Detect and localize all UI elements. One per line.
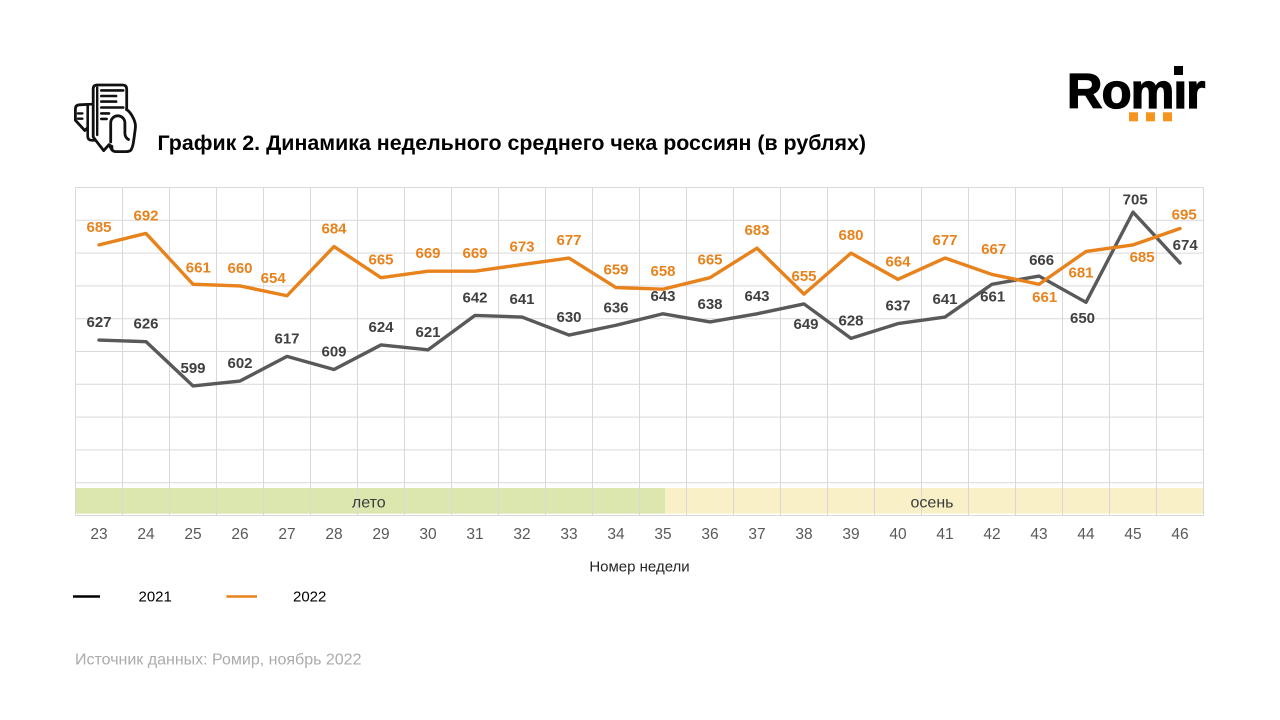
svg-text:658: 658 xyxy=(650,263,675,280)
svg-text:36: 36 xyxy=(701,526,718,543)
svg-text:681: 681 xyxy=(1068,264,1093,281)
svg-text:665: 665 xyxy=(368,252,393,269)
svg-text:32: 32 xyxy=(513,526,530,543)
svg-text:655: 655 xyxy=(791,268,816,285)
svg-text:664: 664 xyxy=(885,253,911,270)
svg-text:33: 33 xyxy=(560,526,577,543)
svg-text:23: 23 xyxy=(90,526,107,543)
svg-text:661: 661 xyxy=(980,289,1005,306)
svg-text:46: 46 xyxy=(1171,526,1188,543)
svg-text:705: 705 xyxy=(1123,191,1148,208)
svg-text:599: 599 xyxy=(180,360,205,377)
svg-text:654: 654 xyxy=(261,270,287,287)
svg-text:692: 692 xyxy=(133,207,158,224)
svg-text:650: 650 xyxy=(1070,310,1095,327)
svg-text:628: 628 xyxy=(838,312,863,329)
svg-text:38: 38 xyxy=(795,526,812,543)
svg-text:29: 29 xyxy=(372,526,389,543)
svg-text:677: 677 xyxy=(556,232,581,249)
svg-text:642: 642 xyxy=(462,289,487,306)
svg-text:45: 45 xyxy=(1124,526,1141,543)
svg-text:636: 636 xyxy=(603,299,628,316)
svg-text:График 2. Динамика недельного: График 2. Динамика недельного среднего ч… xyxy=(158,131,867,155)
svg-text:34: 34 xyxy=(607,526,625,543)
svg-text:669: 669 xyxy=(415,245,440,262)
svg-text:669: 669 xyxy=(462,245,487,262)
svg-text:661: 661 xyxy=(1032,289,1057,306)
svg-text:643: 643 xyxy=(744,288,769,305)
svg-text:659: 659 xyxy=(603,262,628,279)
svg-text:638: 638 xyxy=(697,296,722,313)
svg-text:624: 624 xyxy=(368,319,394,336)
svg-text:667: 667 xyxy=(981,241,1006,258)
svg-text:31: 31 xyxy=(466,526,483,543)
svg-text:27: 27 xyxy=(278,526,295,543)
svg-text:641: 641 xyxy=(932,291,957,308)
svg-text:28: 28 xyxy=(325,526,342,543)
svg-text:666: 666 xyxy=(1029,252,1054,269)
svg-text:лето: лето xyxy=(352,495,386,512)
svg-text:677: 677 xyxy=(932,232,957,249)
svg-text:665: 665 xyxy=(697,252,722,269)
svg-text:24: 24 xyxy=(137,526,155,543)
svg-text:630: 630 xyxy=(556,309,581,326)
svg-text:осень: осень xyxy=(911,495,954,512)
svg-text:Romır: Romır xyxy=(1067,65,1205,119)
svg-text:626: 626 xyxy=(133,316,158,333)
svg-text:Номер недели: Номер недели xyxy=(589,559,689,576)
svg-text:627: 627 xyxy=(86,314,111,331)
svg-text:684: 684 xyxy=(321,221,347,238)
svg-text:617: 617 xyxy=(274,330,299,347)
svg-text:643: 643 xyxy=(650,288,675,305)
svg-text:602: 602 xyxy=(227,355,252,372)
svg-text:674: 674 xyxy=(1173,237,1199,254)
svg-text:26: 26 xyxy=(231,526,248,543)
svg-text:637: 637 xyxy=(885,298,910,315)
svg-text:2021: 2021 xyxy=(139,589,172,606)
svg-text:25: 25 xyxy=(184,526,201,543)
svg-text:673: 673 xyxy=(509,239,534,256)
svg-text:43: 43 xyxy=(1030,526,1047,543)
svg-text:695: 695 xyxy=(1172,207,1197,224)
svg-text:683: 683 xyxy=(744,222,769,239)
svg-text:685: 685 xyxy=(86,219,111,236)
svg-text:Источник данных: Ромир, ноябрь: Источник данных: Ромир, ноябрь 2022 xyxy=(75,652,362,669)
svg-text:685: 685 xyxy=(1130,249,1155,266)
svg-text:44: 44 xyxy=(1077,526,1095,543)
svg-text:37: 37 xyxy=(748,526,765,543)
svg-text:641: 641 xyxy=(509,291,534,308)
svg-text:41: 41 xyxy=(936,526,953,543)
svg-text:680: 680 xyxy=(838,227,863,244)
svg-text:42: 42 xyxy=(983,526,1000,543)
svg-text:621: 621 xyxy=(415,324,440,341)
svg-text:30: 30 xyxy=(419,526,437,543)
svg-text:39: 39 xyxy=(842,526,859,543)
svg-text:661: 661 xyxy=(186,259,211,276)
svg-text:609: 609 xyxy=(321,344,346,361)
svg-text:660: 660 xyxy=(227,260,252,277)
svg-text:649: 649 xyxy=(793,316,818,333)
svg-text:40: 40 xyxy=(889,526,907,543)
svg-text:35: 35 xyxy=(654,526,671,543)
svg-text:2022: 2022 xyxy=(293,589,326,606)
